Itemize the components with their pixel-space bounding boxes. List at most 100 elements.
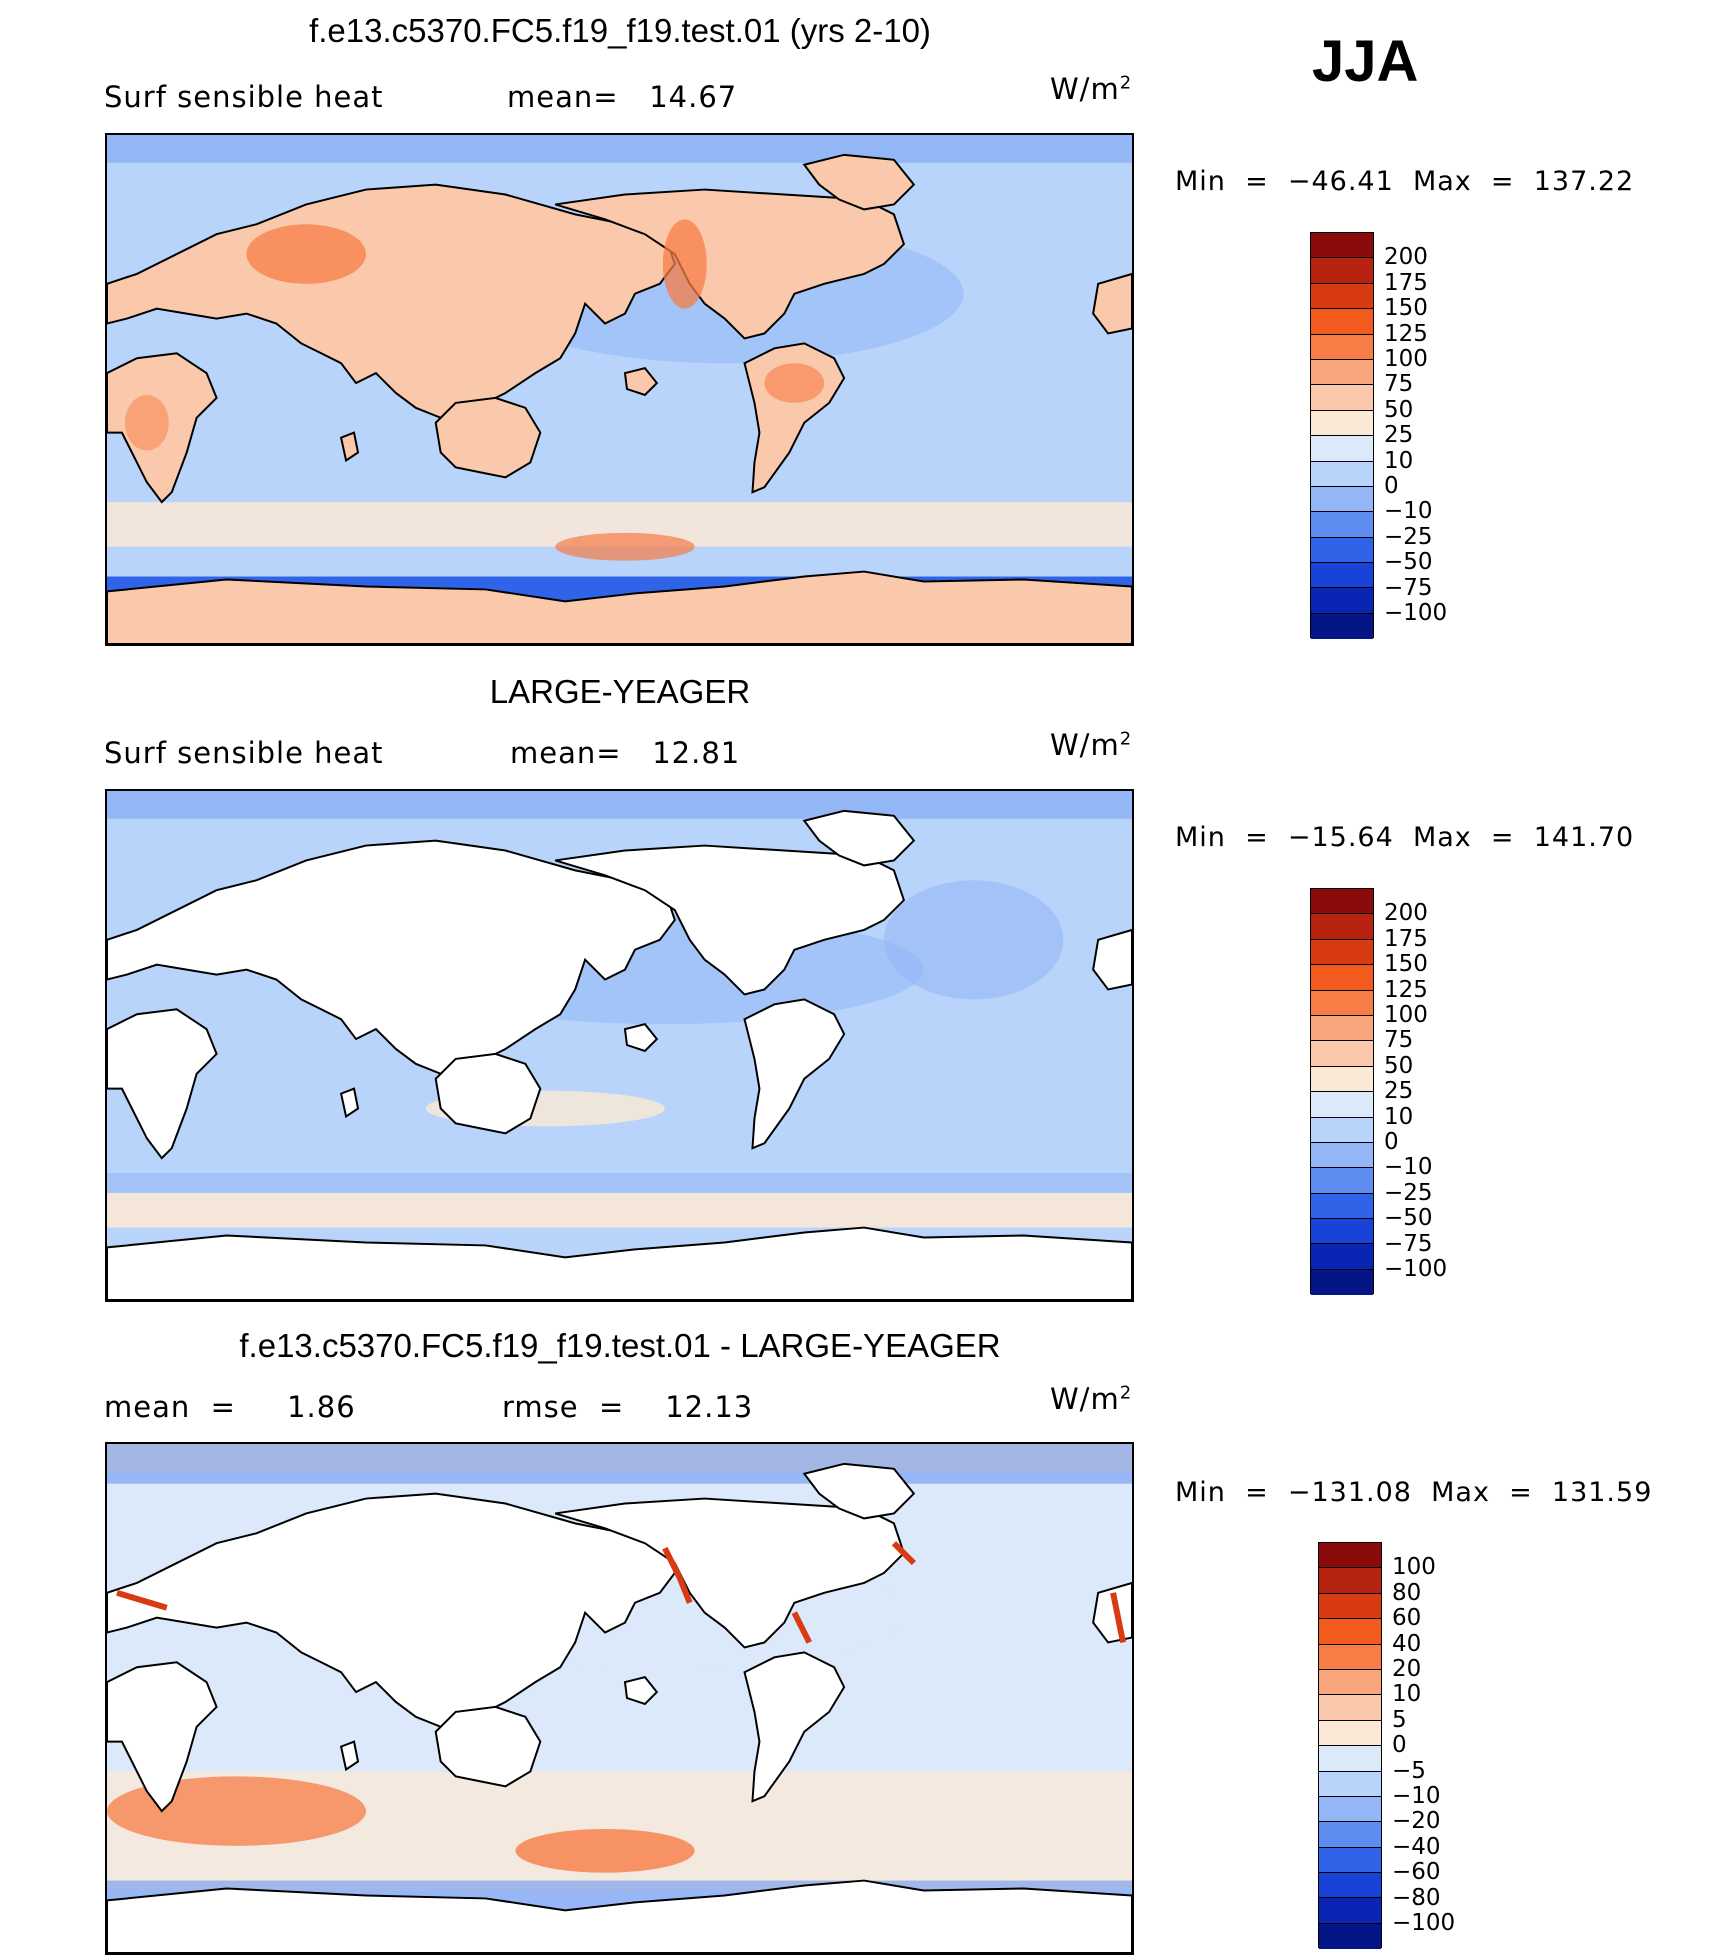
colorbar-tick-label: −10 (1392, 1783, 1441, 1809)
colorbar-swatch (1319, 1543, 1381, 1569)
coastal-anomaly (891, 1541, 916, 1566)
map-field (107, 1444, 1132, 1953)
colorbar-tick-label: 60 (1392, 1605, 1422, 1632)
landmass (1092, 928, 1132, 991)
panel3-minmax: Min = −131.08 Max = 131.59 (1175, 1477, 1653, 1508)
landmass (107, 1492, 676, 1728)
colorbar-swatch (1311, 283, 1373, 310)
colorbar-swatch (1311, 1015, 1373, 1042)
colorbar-swatch (1319, 1746, 1381, 1772)
colorbar-tick-label: −75 (1384, 574, 1433, 601)
landmass (802, 153, 916, 211)
landmass (623, 1023, 659, 1053)
panel1-mean-label: mean= 14.67 (507, 80, 738, 114)
colorbar-swatch (1319, 1593, 1381, 1620)
colorbar-tick-label: 50 (1384, 396, 1414, 423)
landmass (554, 844, 906, 996)
colorbar-swatch (1319, 1847, 1381, 1874)
field-patch (246, 224, 366, 284)
colorbar-swatch (1311, 309, 1373, 335)
panel2-mean-label: mean= 12.81 (510, 736, 741, 770)
colorbar-tick-label: 75 (1384, 371, 1414, 398)
colorbar-swatch (1319, 1568, 1381, 1594)
colorbar-swatch (1319, 1873, 1381, 1899)
colorbar-box (1318, 1542, 1382, 1950)
field-patch (124, 394, 169, 451)
panel1-units: W/m2 (1050, 72, 1133, 106)
panel1-map (105, 133, 1134, 646)
panel3-units: W/m2 (1050, 1382, 1133, 1416)
colorbar-tick-label: −100 (1384, 1256, 1448, 1282)
colorbar-tick-label: 100 (1384, 1002, 1428, 1028)
colorbar-swatch (1311, 1117, 1373, 1143)
colorbar-swatch (1311, 1269, 1373, 1296)
field-patch (555, 532, 695, 561)
colorbar-swatch (1311, 588, 1373, 614)
colorbar-tick-label: 125 (1384, 320, 1428, 347)
field-patch (883, 880, 1064, 1000)
colorbar-swatch (1319, 1695, 1381, 1721)
colorbar-tick-label: 10 (1384, 447, 1414, 474)
colorbar-swatch (1311, 1219, 1373, 1245)
colorbar-tick-label: −25 (1384, 523, 1433, 550)
landmass (434, 1052, 542, 1135)
colorbar-tick-label: −100 (1392, 1910, 1456, 1936)
colorbar-tick-label: 0 (1392, 1732, 1407, 1759)
landmass (339, 431, 360, 463)
season-label: JJA (1312, 29, 1419, 94)
colorbar-tick-label: −5 (1392, 1757, 1426, 1784)
colorbar-swatch (1319, 1796, 1381, 1823)
coastal-anomaly (791, 1611, 812, 1644)
colorbar-swatch (1311, 436, 1373, 462)
landmass (107, 1226, 1132, 1300)
colorbar-swatch (1319, 1923, 1381, 1950)
field-band (107, 791, 1132, 819)
colorbar-tick-label: 0 (1384, 473, 1399, 499)
colorbar-swatch (1319, 1644, 1381, 1670)
colorbar-tick-label: −50 (1384, 1205, 1433, 1232)
landmass (107, 1008, 218, 1160)
colorbar-tick-label: 200 (1384, 900, 1428, 927)
landmass (107, 839, 676, 1075)
colorbar-box (1310, 888, 1374, 1296)
colorbar-swatch (1311, 537, 1373, 564)
colorbar-tick-label: 175 (1384, 925, 1428, 952)
field-patch (515, 1828, 695, 1873)
map-field (107, 791, 1132, 1300)
colorbar-swatch (1311, 563, 1373, 589)
colorbar-swatch (1311, 486, 1373, 513)
coastal-anomaly (116, 1589, 168, 1611)
colorbar-swatch (1311, 359, 1373, 386)
colorbar-swatch (1311, 1066, 1373, 1093)
panel2-minmax: Min = −15.64 Max = 141.70 (1175, 822, 1635, 853)
landmass (107, 1661, 218, 1813)
colorbar-swatch (1311, 613, 1373, 640)
panel3-title: f.e13.c5370.FC5.f19_f19.test.01 - LARGE-… (239, 1327, 1001, 1364)
colorbar-tick-label: 200 (1384, 244, 1428, 271)
panel3-mean-label: mean = 1.86 (104, 1390, 356, 1424)
colorbar-swatch (1311, 939, 1373, 966)
landmass (802, 809, 916, 867)
panel1-minmax: Min = −46.41 Max = 137.22 (1175, 166, 1635, 197)
colorbar-tick-label: 100 (1384, 346, 1428, 372)
landmass (434, 396, 542, 479)
colorbar-tick-label: 150 (1384, 951, 1428, 978)
colorbar-swatch (1319, 1619, 1381, 1645)
colorbar-swatch (1311, 1092, 1373, 1118)
colorbar-swatch (1319, 1771, 1381, 1797)
colorbar-tick-label: 80 (1392, 1579, 1422, 1606)
colorbar-tick-label: −50 (1384, 549, 1433, 576)
landmass (1092, 272, 1132, 335)
colorbar-swatch (1311, 914, 1373, 940)
colorbar-tick-label: −100 (1384, 600, 1448, 626)
colorbar-tick-label: −10 (1384, 1154, 1433, 1181)
colorbar-box (1310, 232, 1374, 640)
colorbar-swatch (1319, 1720, 1381, 1747)
landmass (802, 1462, 916, 1520)
landmass (339, 1740, 360, 1772)
colorbar-swatch (1319, 1898, 1381, 1924)
colorbar-tick-label: −20 (1392, 1808, 1441, 1835)
map-field (107, 135, 1132, 644)
landmass (623, 367, 659, 397)
landmass (434, 1705, 542, 1788)
